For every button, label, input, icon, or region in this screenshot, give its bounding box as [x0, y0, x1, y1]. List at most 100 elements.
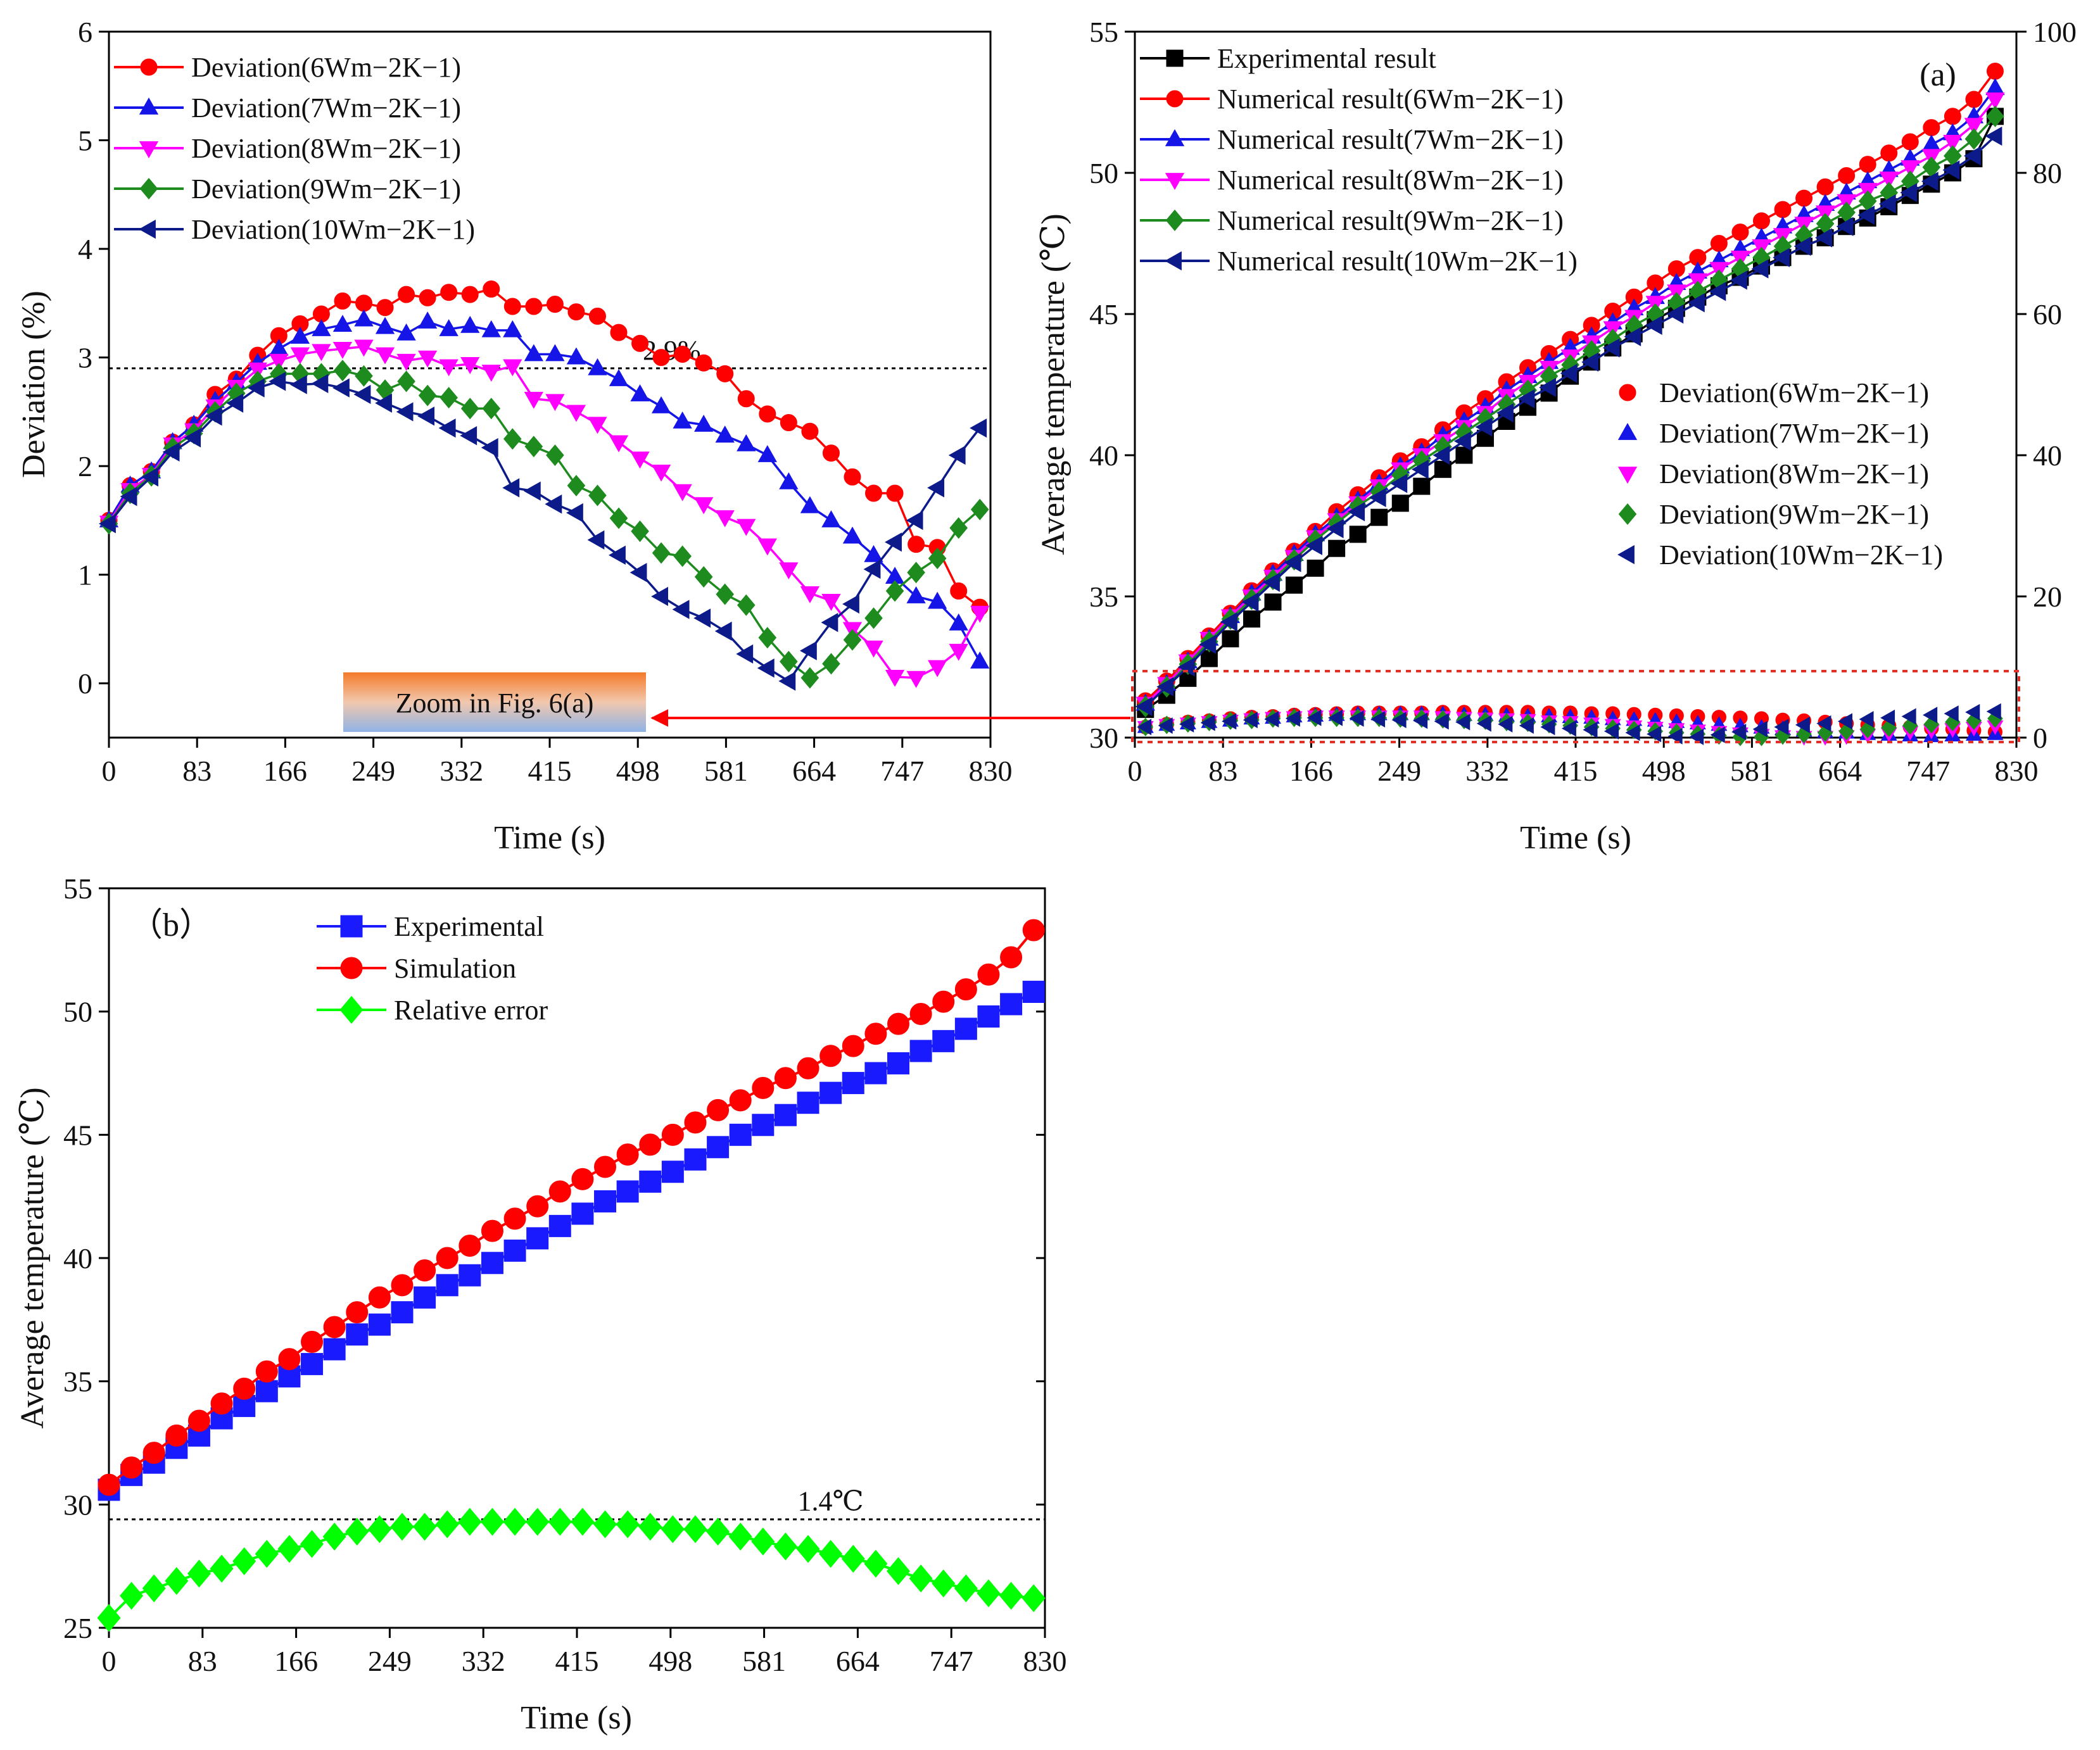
- data-point: [906, 586, 926, 603]
- data-point: [706, 1518, 730, 1546]
- y-tick-label: 45: [1089, 298, 1118, 330]
- data-point: [909, 1003, 932, 1026]
- y-tick-label: 30: [1089, 722, 1118, 754]
- data-point: [524, 391, 543, 409]
- y-tick-label: 40: [63, 1242, 92, 1275]
- data-point: [694, 415, 714, 432]
- data-point: [639, 1170, 662, 1193]
- data-point: [774, 1067, 797, 1090]
- data-point: [821, 593, 841, 611]
- data-point: [367, 1515, 391, 1544]
- reference-line-label: 1.4℃: [798, 1486, 864, 1517]
- data-point: [1731, 223, 1749, 241]
- data-point: [774, 1104, 797, 1126]
- data-point: [757, 538, 777, 556]
- data-point: [345, 1518, 369, 1546]
- data-point: [141, 467, 158, 487]
- legend-secondary: Deviation(6Wm−2K−1) Deviation(7Wm−2K−1) De…: [1617, 377, 1943, 570]
- legend-marker: [140, 58, 158, 76]
- secondary-point: [1349, 710, 1364, 727]
- x-tick-label: 498: [1642, 755, 1686, 787]
- data-point: [1390, 474, 1408, 493]
- data-point: [436, 1247, 459, 1269]
- data-point: [759, 405, 776, 423]
- data-point: [822, 653, 840, 675]
- data-point: [758, 627, 777, 649]
- data-point: [1000, 946, 1023, 969]
- x-axis-label: Time (s): [494, 820, 605, 856]
- data-point: [1411, 460, 1429, 479]
- y-tick-label: 45: [63, 1119, 92, 1151]
- y-tick-label: 5: [78, 125, 92, 157]
- data-point: [333, 360, 352, 382]
- series-line: [108, 318, 981, 662]
- y2-tick-label: 0: [2033, 722, 2047, 754]
- data-point: [652, 349, 670, 367]
- y2-tick-label: 100: [2033, 16, 2077, 48]
- data-point: [977, 1579, 1001, 1608]
- secondary-point: [1710, 726, 1725, 743]
- secondary-point: [1434, 713, 1449, 730]
- data-point: [864, 607, 883, 629]
- legend-marker: [1165, 173, 1185, 190]
- legend-marker: [1617, 423, 1638, 440]
- data-point: [210, 1392, 233, 1415]
- data-point: [548, 1214, 571, 1237]
- data-point: [714, 621, 732, 641]
- data-point: [526, 1508, 550, 1536]
- legend-marker: [1166, 90, 1184, 108]
- x-tick-label: 415: [528, 755, 572, 787]
- data-point: [300, 1530, 324, 1558]
- secondary-point: [1837, 713, 1853, 730]
- data-point: [728, 1522, 752, 1551]
- data-point: [684, 1111, 707, 1134]
- data-point: [417, 312, 438, 329]
- secondary-point: [1137, 719, 1152, 736]
- data-point: [1022, 1584, 1046, 1613]
- data-point: [548, 1508, 572, 1536]
- x-tick-label: 830: [1995, 755, 2039, 787]
- data-point: [1751, 259, 1769, 279]
- data-point: [1666, 304, 1684, 324]
- secondary-point: [1859, 710, 1874, 728]
- data-point: [927, 660, 947, 677]
- data-point: [800, 667, 819, 689]
- secondary-point: [1752, 721, 1768, 738]
- data-point: [693, 608, 711, 628]
- panel-label: （b）: [130, 907, 212, 943]
- data-point: [609, 368, 629, 386]
- series-2: [98, 919, 1045, 1496]
- data-point: [277, 1535, 301, 1563]
- x-axis-label: Time (s): [521, 1700, 632, 1736]
- data-point: [587, 530, 605, 550]
- legend-label: Experimental result: [1217, 43, 1436, 74]
- data-point: [435, 1510, 459, 1539]
- data-point: [205, 406, 222, 426]
- secondary-point: [1880, 709, 1895, 726]
- data-point: [1942, 160, 1960, 180]
- data-point: [1263, 572, 1280, 592]
- secondary-point: [1264, 710, 1279, 728]
- data-point: [610, 324, 628, 341]
- y2-tick-label: 20: [2033, 581, 2062, 613]
- data-point: [571, 1508, 595, 1536]
- legend-marker: [339, 995, 364, 1024]
- data-point: [503, 298, 521, 315]
- data-point: [375, 347, 395, 365]
- data-point: [481, 365, 501, 382]
- data-point: [526, 1195, 549, 1218]
- data-point: [1200, 650, 1218, 667]
- data-point: [652, 542, 671, 564]
- data-point: [523, 481, 541, 501]
- secondary-point: [1901, 708, 1916, 725]
- data-point: [247, 378, 265, 398]
- data-point: [609, 545, 626, 565]
- data-point: [436, 1274, 459, 1297]
- data-point: [887, 1052, 910, 1074]
- data-point: [819, 1540, 843, 1568]
- data-point: [1965, 91, 1983, 108]
- secondary-point: [1179, 715, 1194, 733]
- data-point: [906, 670, 926, 688]
- data-point: [1391, 494, 1409, 512]
- x-tick-label: 747: [880, 755, 924, 787]
